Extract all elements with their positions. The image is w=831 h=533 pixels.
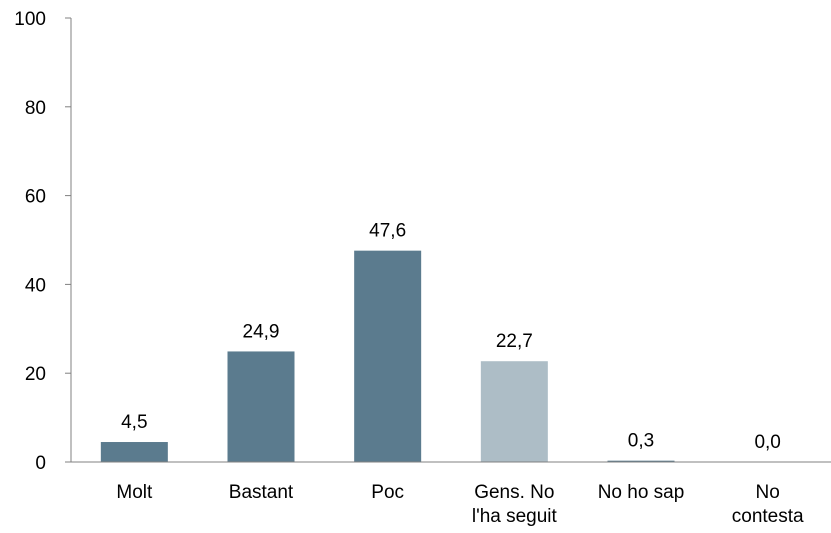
bar — [100, 442, 168, 462]
bar — [480, 361, 548, 462]
y-axis-ticks: 0 20 40 60 80 100 — [14, 9, 71, 474]
y-tick-label: 100 — [14, 9, 46, 30]
x-tick-label: No contesta — [732, 482, 804, 527]
bar — [354, 250, 422, 462]
data-label: 22,7 — [496, 331, 533, 352]
bar — [227, 351, 295, 462]
x-tick-label: No ho sap — [598, 482, 685, 503]
y-tick-label: 0 — [35, 453, 46, 474]
data-label: 0,0 — [754, 432, 780, 453]
data-label: 24,9 — [243, 321, 280, 342]
x-tick-label: Gens. No l'ha seguit — [472, 482, 558, 527]
data-label: 4,5 — [121, 412, 147, 433]
y-tick-label: 60 — [25, 187, 46, 208]
x-tick-label: Bastant — [229, 482, 294, 503]
x-tick-label: Molt — [116, 482, 153, 503]
x-axis-labels: Molt Bastant Poc Gens. No l'ha seguit No ho s… — [116, 482, 804, 527]
data-label: 0,3 — [628, 431, 654, 452]
y-tick-label: 40 — [25, 275, 46, 296]
x-tick-label: Poc — [371, 482, 404, 503]
data-label: 47,6 — [369, 221, 406, 242]
y-tick-label: 20 — [25, 364, 46, 385]
bar — [607, 460, 675, 462]
bars — [100, 250, 675, 462]
y-tick-label: 80 — [25, 98, 46, 119]
data-labels: 4,5 24,9 47,6 22,7 0,3 0,0 — [121, 221, 781, 453]
